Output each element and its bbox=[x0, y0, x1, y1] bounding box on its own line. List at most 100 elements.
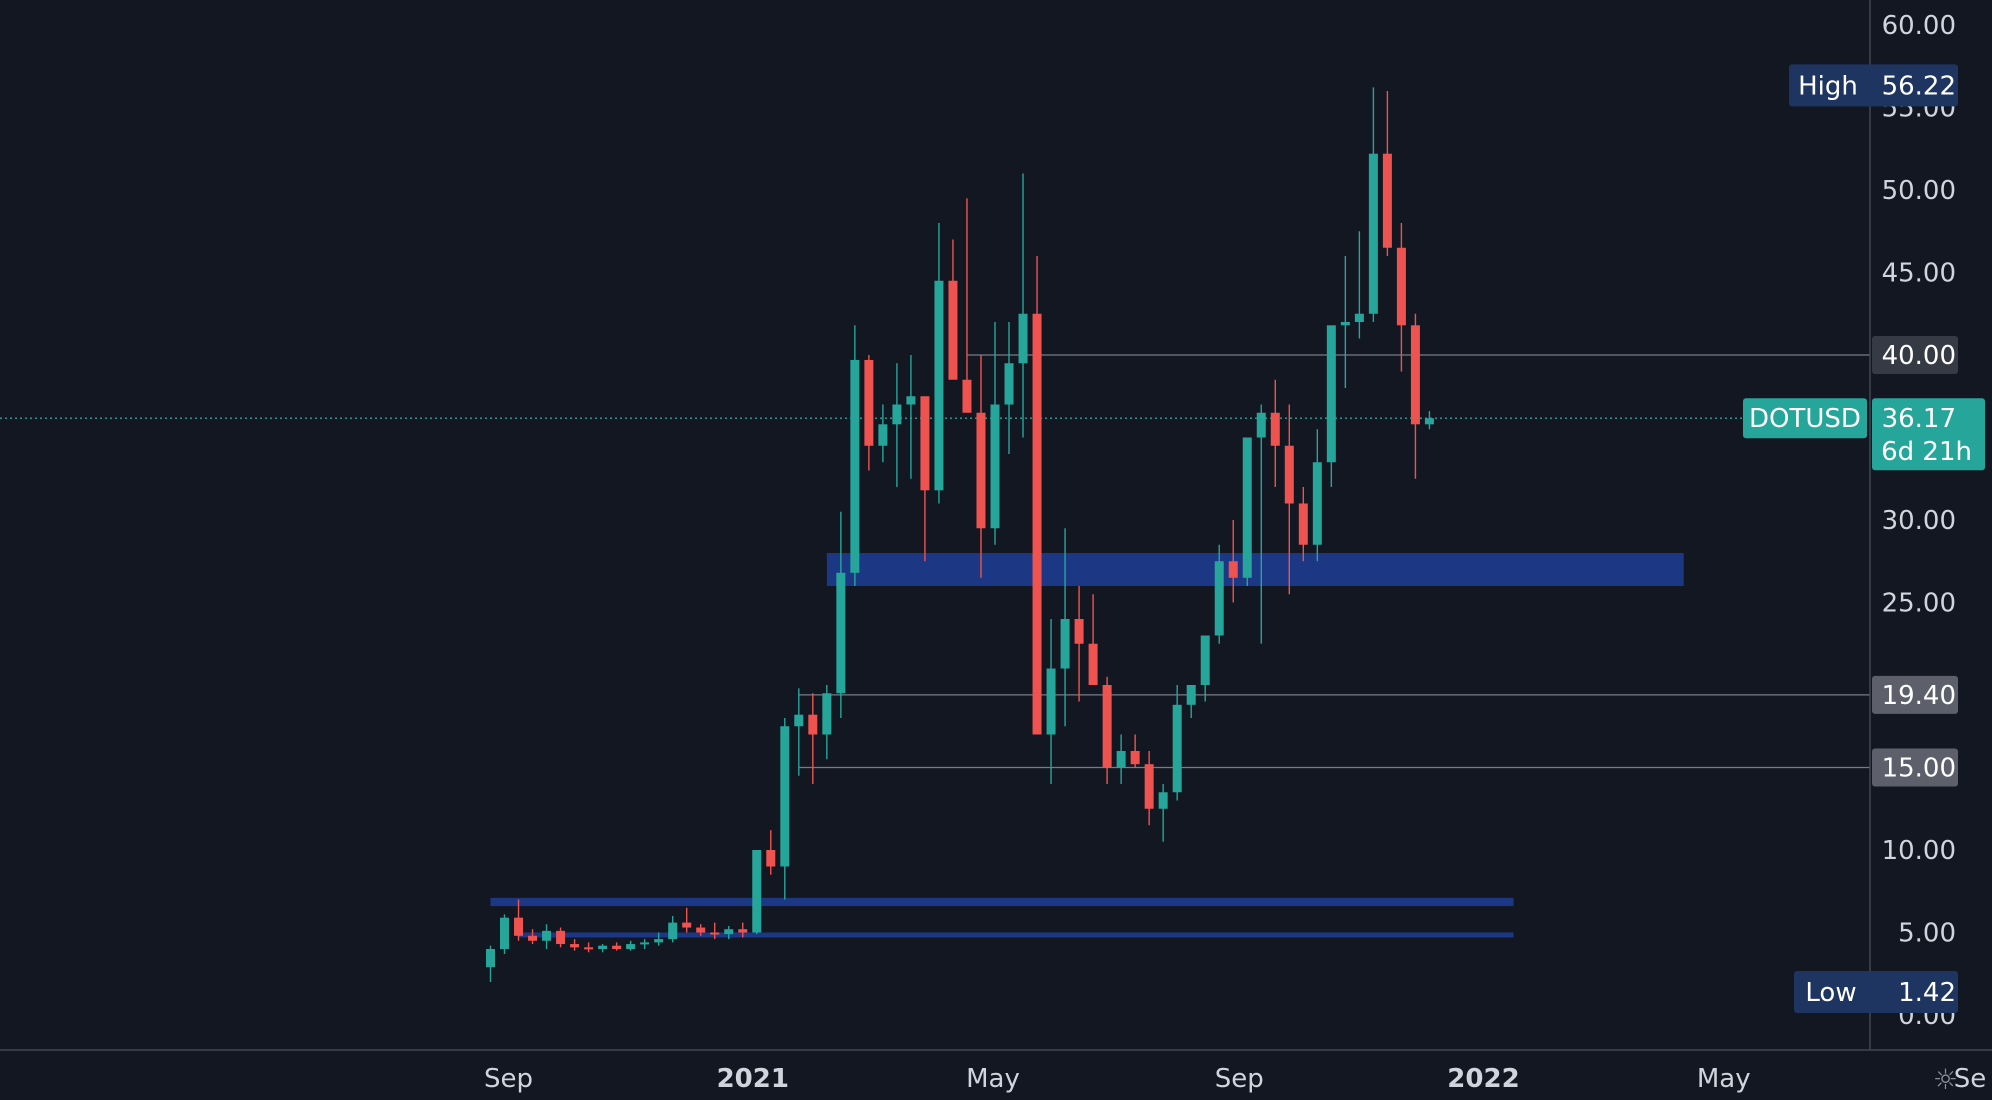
candle-body bbox=[1060, 619, 1070, 669]
time-tick-label: Se bbox=[1954, 1064, 1987, 1094]
candle bbox=[598, 944, 608, 953]
zone-upper bbox=[826, 553, 1684, 586]
zone-lower-top bbox=[490, 897, 1514, 907]
support-resistance-zones bbox=[490, 553, 1684, 938]
candle-body bbox=[640, 942, 650, 945]
time-axis[interactable]: Sep 2021 May Sep 2022 May Se bbox=[0, 1049, 1992, 1100]
price-line-tag-label: 19.40 bbox=[1882, 681, 1956, 711]
candle bbox=[528, 929, 538, 945]
candle-body bbox=[752, 850, 762, 933]
candle bbox=[1312, 429, 1322, 562]
candle-body bbox=[1046, 668, 1056, 735]
candle bbox=[1060, 528, 1070, 727]
price-axis[interactable]: 60.0055.0050.0045.0040.0030.0025.0010.00… bbox=[1869, 0, 1992, 1050]
candle-body bbox=[1158, 792, 1168, 809]
candle-body bbox=[822, 693, 832, 735]
candle-body bbox=[528, 935, 538, 941]
candle bbox=[612, 942, 622, 951]
candle-body bbox=[1382, 153, 1392, 248]
candle bbox=[1424, 411, 1434, 430]
candle bbox=[962, 198, 972, 413]
candle bbox=[766, 830, 776, 875]
candle bbox=[514, 899, 524, 941]
candle bbox=[1116, 734, 1126, 784]
candle bbox=[1046, 619, 1056, 784]
candle-body bbox=[1186, 685, 1196, 705]
candle-body bbox=[808, 714, 818, 735]
bar-countdown: 6d 21h bbox=[1881, 437, 1972, 467]
candle-body bbox=[1214, 561, 1224, 636]
candle bbox=[1074, 586, 1084, 702]
candle-body bbox=[1256, 412, 1266, 438]
candle-body bbox=[794, 714, 804, 727]
candle-body bbox=[1242, 437, 1252, 578]
candle bbox=[864, 355, 874, 471]
candle-body bbox=[836, 572, 846, 694]
candle-body bbox=[864, 359, 874, 446]
candle-body bbox=[1032, 313, 1042, 735]
candle-body bbox=[1228, 561, 1238, 578]
candle-body bbox=[654, 939, 664, 943]
candle-body bbox=[1200, 635, 1210, 685]
candle bbox=[1186, 685, 1196, 718]
candle bbox=[1032, 256, 1042, 735]
candle bbox=[892, 363, 902, 487]
price-line-tag-label: 15.00 bbox=[1882, 754, 1956, 784]
candle bbox=[976, 355, 986, 578]
candle bbox=[556, 927, 566, 948]
candle bbox=[584, 942, 594, 953]
time-axis-background bbox=[0, 1050, 1992, 1100]
candle-body bbox=[1144, 764, 1154, 809]
candle-body bbox=[710, 932, 720, 935]
high-tag-box bbox=[1789, 64, 1958, 107]
candle bbox=[920, 396, 930, 562]
candle bbox=[682, 907, 692, 933]
candle bbox=[1410, 313, 1420, 479]
candle bbox=[1088, 594, 1098, 685]
price-line-tag-box bbox=[1872, 336, 1958, 374]
candle bbox=[1382, 91, 1392, 256]
candle bbox=[822, 685, 832, 760]
candle bbox=[780, 718, 790, 900]
candle-body bbox=[1130, 751, 1140, 765]
candle-body bbox=[906, 396, 916, 405]
candle bbox=[794, 688, 804, 776]
price-tick-label: 25.00 bbox=[1882, 589, 1956, 619]
settings-sun-icon[interactable]: ☼ bbox=[1932, 1063, 1958, 1096]
candle-body bbox=[584, 947, 594, 950]
price-tick-label: 5.00 bbox=[1898, 919, 1956, 949]
high-tag-title: High bbox=[1798, 71, 1858, 101]
symbol-tag-label: DOTUSD bbox=[1749, 404, 1861, 434]
candle-body bbox=[668, 922, 678, 940]
candle bbox=[1270, 379, 1280, 487]
last-price-box bbox=[1872, 398, 1985, 471]
candle bbox=[1102, 676, 1112, 784]
candle bbox=[1228, 520, 1238, 603]
candle-body bbox=[500, 917, 510, 949]
candle bbox=[626, 940, 636, 951]
candle bbox=[724, 925, 734, 940]
candle bbox=[1396, 223, 1406, 372]
candle bbox=[850, 325, 860, 586]
candle-body bbox=[1298, 503, 1308, 545]
candle-body bbox=[1088, 643, 1098, 685]
low-tag-value: 1.42 bbox=[1898, 978, 1956, 1008]
candle-body bbox=[1004, 363, 1014, 405]
candle bbox=[570, 939, 580, 951]
candle-body bbox=[948, 280, 958, 380]
candle-body bbox=[724, 929, 734, 935]
candle bbox=[906, 355, 916, 479]
time-tick-label: May bbox=[1697, 1064, 1751, 1094]
candle-body bbox=[1270, 412, 1280, 446]
candle-body bbox=[892, 404, 902, 425]
candle bbox=[640, 939, 650, 949]
candle-body bbox=[780, 726, 790, 867]
price-tick-label: 10.00 bbox=[1882, 836, 1956, 866]
candle bbox=[710, 922, 720, 940]
last-price-value: 36.17 bbox=[1882, 404, 1956, 434]
time-tick-label: May bbox=[966, 1064, 1020, 1094]
candle bbox=[1368, 87, 1378, 322]
price-line-tag-label: 40.00 bbox=[1882, 341, 1956, 371]
candle-body bbox=[1074, 619, 1084, 644]
